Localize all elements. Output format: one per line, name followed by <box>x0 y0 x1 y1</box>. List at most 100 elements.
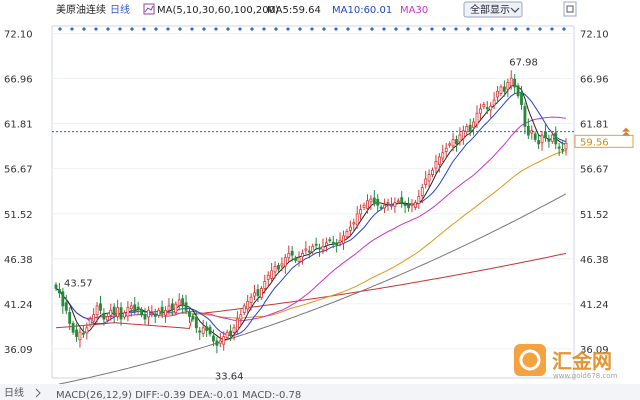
candle <box>194 310 198 334</box>
candle <box>188 307 191 324</box>
candle <box>437 153 441 173</box>
event-marker[interactable] <box>70 27 74 31</box>
event-marker[interactable] <box>130 27 134 31</box>
candle <box>335 238 339 253</box>
candle <box>550 132 554 144</box>
event-marker[interactable] <box>466 27 470 31</box>
watermark-brand: 汇金网 <box>552 349 612 373</box>
candle <box>198 327 202 341</box>
event-marker[interactable] <box>538 27 542 31</box>
event-marker[interactable] <box>442 27 446 31</box>
candle <box>129 301 133 317</box>
ma-definition: MA(5,10,30,60,100,200) <box>157 5 279 16</box>
candle <box>424 171 428 189</box>
event-marker[interactable] <box>262 27 266 31</box>
candle <box>174 301 178 316</box>
header: 美原油连续 日线 MA(5,10,30,60,100,200) MA5:59.6… <box>56 1 577 18</box>
candle <box>376 194 380 212</box>
event-marker[interactable] <box>382 27 386 31</box>
event-marker[interactable] <box>166 27 170 31</box>
event-marker[interactable] <box>298 27 302 31</box>
event-marker[interactable] <box>58 27 62 31</box>
event-marker[interactable] <box>370 27 374 31</box>
show-all-button[interactable]: 全部显示 <box>463 1 523 18</box>
event-marker[interactable] <box>502 27 506 31</box>
footer-bar: 日线 MACD(26,12,9) DIFF:-0.39 DEA:-0.01 MA… <box>0 384 640 400</box>
candle <box>146 306 150 325</box>
event-marker[interactable] <box>106 27 110 31</box>
high-price-annotation: 67.98 <box>509 58 538 69</box>
event-marker[interactable] <box>202 27 206 31</box>
candle <box>88 316 92 328</box>
event-marker[interactable] <box>286 27 290 31</box>
event-marker[interactable] <box>274 27 278 31</box>
candle <box>328 237 332 243</box>
candle <box>201 319 205 338</box>
event-marker[interactable] <box>82 27 86 31</box>
candle <box>102 308 106 326</box>
event-marker[interactable] <box>250 27 254 31</box>
event-marker[interactable] <box>514 27 518 31</box>
event-markers-row <box>58 27 566 31</box>
period-tab[interactable]: 日线 <box>4 386 24 399</box>
candle <box>294 255 298 264</box>
event-marker[interactable] <box>334 27 338 31</box>
ma10-value: MA10:60.01 <box>332 5 392 16</box>
candle <box>246 294 250 315</box>
event-marker[interactable] <box>238 27 242 31</box>
candle <box>75 323 78 342</box>
event-marker[interactable] <box>418 27 422 31</box>
candle <box>270 263 274 283</box>
candle <box>212 329 215 347</box>
candle <box>177 293 181 311</box>
y-tick-label: 72.10 <box>4 30 33 41</box>
event-marker[interactable] <box>454 27 458 31</box>
candle <box>85 322 89 340</box>
candle <box>468 118 472 136</box>
candle <box>465 123 469 135</box>
ma5-value: MA5:59.64 <box>267 5 321 16</box>
candle <box>68 307 72 331</box>
event-marker[interactable] <box>142 27 146 31</box>
candle <box>318 243 321 257</box>
event-marker[interactable] <box>154 27 158 31</box>
candle <box>167 298 171 315</box>
candle <box>492 92 496 110</box>
event-marker[interactable] <box>226 27 230 31</box>
event-marker[interactable] <box>394 27 398 31</box>
candle <box>410 199 414 213</box>
y-tick-label: 56.67 <box>580 165 609 176</box>
watermark-url: www.gold678.com <box>553 372 618 380</box>
candle <box>150 305 154 318</box>
event-marker[interactable] <box>358 27 362 31</box>
chart-settings-icon[interactable] <box>563 1 577 17</box>
event-marker[interactable] <box>562 27 566 31</box>
candle <box>475 105 479 129</box>
event-marker[interactable] <box>346 27 350 31</box>
candle <box>407 197 410 212</box>
event-marker[interactable] <box>550 27 554 31</box>
candle <box>506 78 510 98</box>
candle <box>54 282 58 292</box>
event-marker[interactable] <box>214 27 218 31</box>
event-marker[interactable] <box>406 27 410 31</box>
event-marker[interactable] <box>322 27 326 31</box>
candle <box>256 284 260 302</box>
event-marker[interactable] <box>310 27 314 31</box>
event-marker[interactable] <box>118 27 122 31</box>
event-marker[interactable] <box>526 27 530 31</box>
candle <box>92 308 96 327</box>
event-marker[interactable] <box>430 27 434 31</box>
period-label[interactable]: 日线 <box>110 3 130 16</box>
candle <box>287 245 291 262</box>
event-marker[interactable] <box>478 27 482 31</box>
event-marker[interactable] <box>178 27 182 31</box>
event-marker[interactable] <box>490 27 494 31</box>
event-marker[interactable] <box>190 27 194 31</box>
y-tick-label: 36.09 <box>580 345 609 356</box>
candle <box>352 218 356 232</box>
ma200-line <box>55 252 567 329</box>
event-marker[interactable] <box>94 27 98 31</box>
chevron-right-icon[interactable] <box>35 388 41 398</box>
